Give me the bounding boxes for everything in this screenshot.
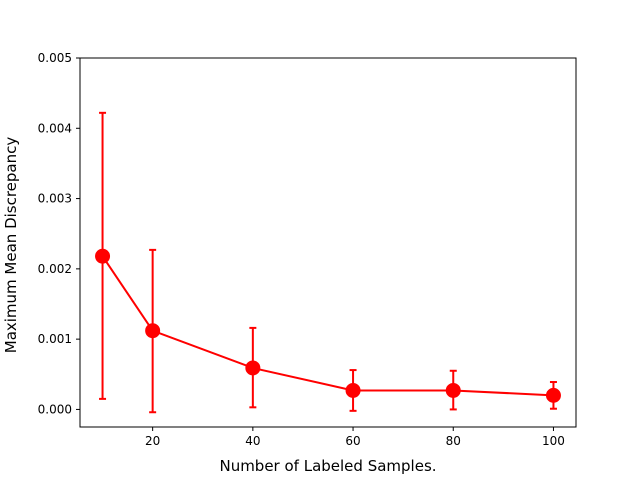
- x-axis-label: Number of Labeled Samples.: [219, 457, 436, 475]
- x-axis: 20 40 60 80 100: [145, 427, 565, 448]
- x-tick-label: 40: [245, 434, 260, 448]
- x-tick-label: 20: [145, 434, 160, 448]
- x-tick-label: 60: [345, 434, 360, 448]
- data-point: [545, 387, 561, 403]
- x-tick-label: 100: [542, 434, 565, 448]
- plot-frame: [79, 57, 577, 428]
- data-point: [145, 323, 161, 339]
- data-point: [95, 248, 111, 264]
- series-line: [101, 255, 554, 397]
- y-axis: 0.000 0.001 0.002 0.003 0.004 0.005: [38, 51, 80, 416]
- y-tick-label: 0.004: [38, 121, 72, 135]
- y-tick-label: 0.002: [38, 262, 72, 276]
- y-tick-label: 0.001: [38, 332, 72, 346]
- y-tick-label: 0.005: [38, 51, 72, 65]
- x-tick-label: 80: [446, 434, 461, 448]
- y-axis-label: Maximum Mean Discrepancy: [2, 137, 20, 354]
- data-point: [345, 382, 361, 398]
- data-point: [245, 360, 261, 376]
- data-point: [445, 382, 461, 398]
- plot-area: [95, 111, 561, 414]
- y-tick-label: 0.003: [38, 192, 72, 206]
- y-tick-label: 0.000: [38, 402, 72, 416]
